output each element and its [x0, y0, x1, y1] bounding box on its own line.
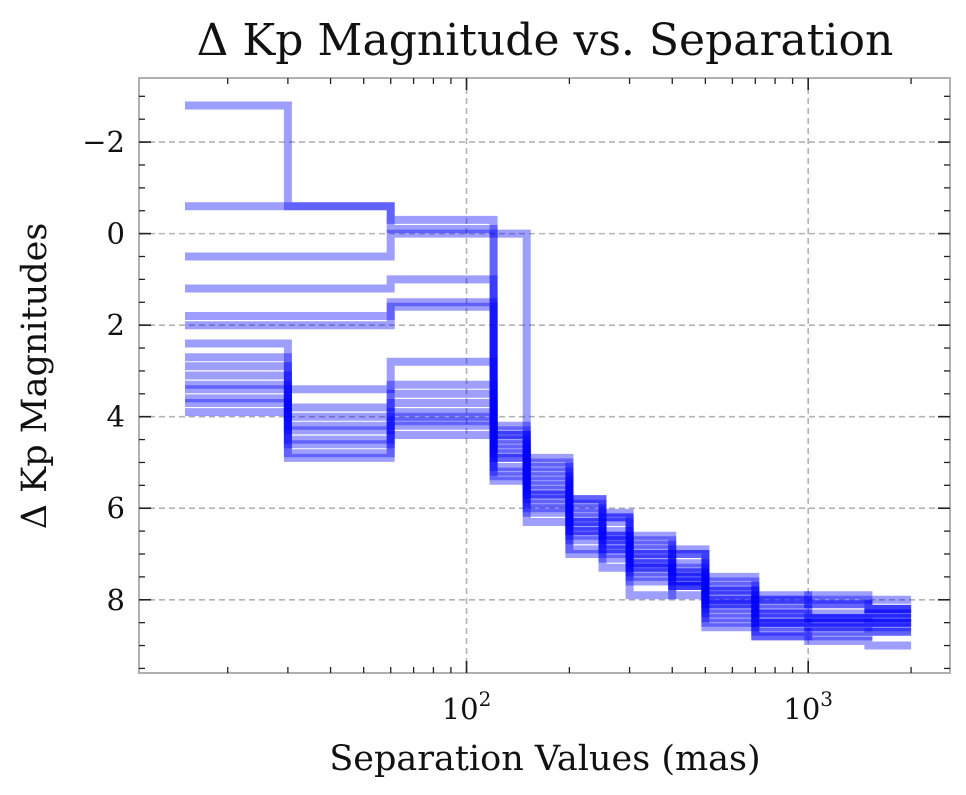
y-tick-label: 2	[107, 308, 125, 342]
ticks	[139, 78, 950, 673]
y-axis-label: Δ Kp Magnitudes	[15, 223, 55, 530]
series-group	[185, 101, 912, 650]
series-line	[185, 353, 912, 613]
series-line	[185, 202, 912, 632]
x-tick-label: 103	[783, 687, 833, 726]
series-line	[185, 229, 912, 604]
series-line	[185, 399, 912, 650]
y-tick-label: 0	[107, 217, 125, 251]
series-line	[185, 298, 912, 623]
series-line	[185, 371, 912, 618]
series-line	[185, 302, 912, 627]
series-line	[185, 275, 912, 641]
series-line	[185, 385, 912, 627]
y-tick-label: 4	[107, 400, 125, 434]
tick-labels: −2 0 2 4 6 8 102 103	[82, 125, 833, 726]
x-axis-label: Separation Values (mas)	[329, 739, 760, 779]
series-line	[185, 394, 912, 623]
series-line	[185, 362, 912, 613]
y-tick-label: 8	[107, 583, 125, 617]
chart-title: Δ Kp Magnitude vs. Separation	[197, 15, 894, 66]
series-line	[185, 339, 912, 613]
y-tick-label: 6	[107, 491, 125, 525]
x-tick-label: 102	[442, 687, 492, 726]
plot-frame	[138, 77, 951, 674]
series-line	[185, 101, 912, 632]
series-line	[185, 408, 912, 641]
y-tick-label: −2	[82, 125, 125, 159]
grid	[139, 78, 950, 673]
series-line	[185, 380, 912, 623]
